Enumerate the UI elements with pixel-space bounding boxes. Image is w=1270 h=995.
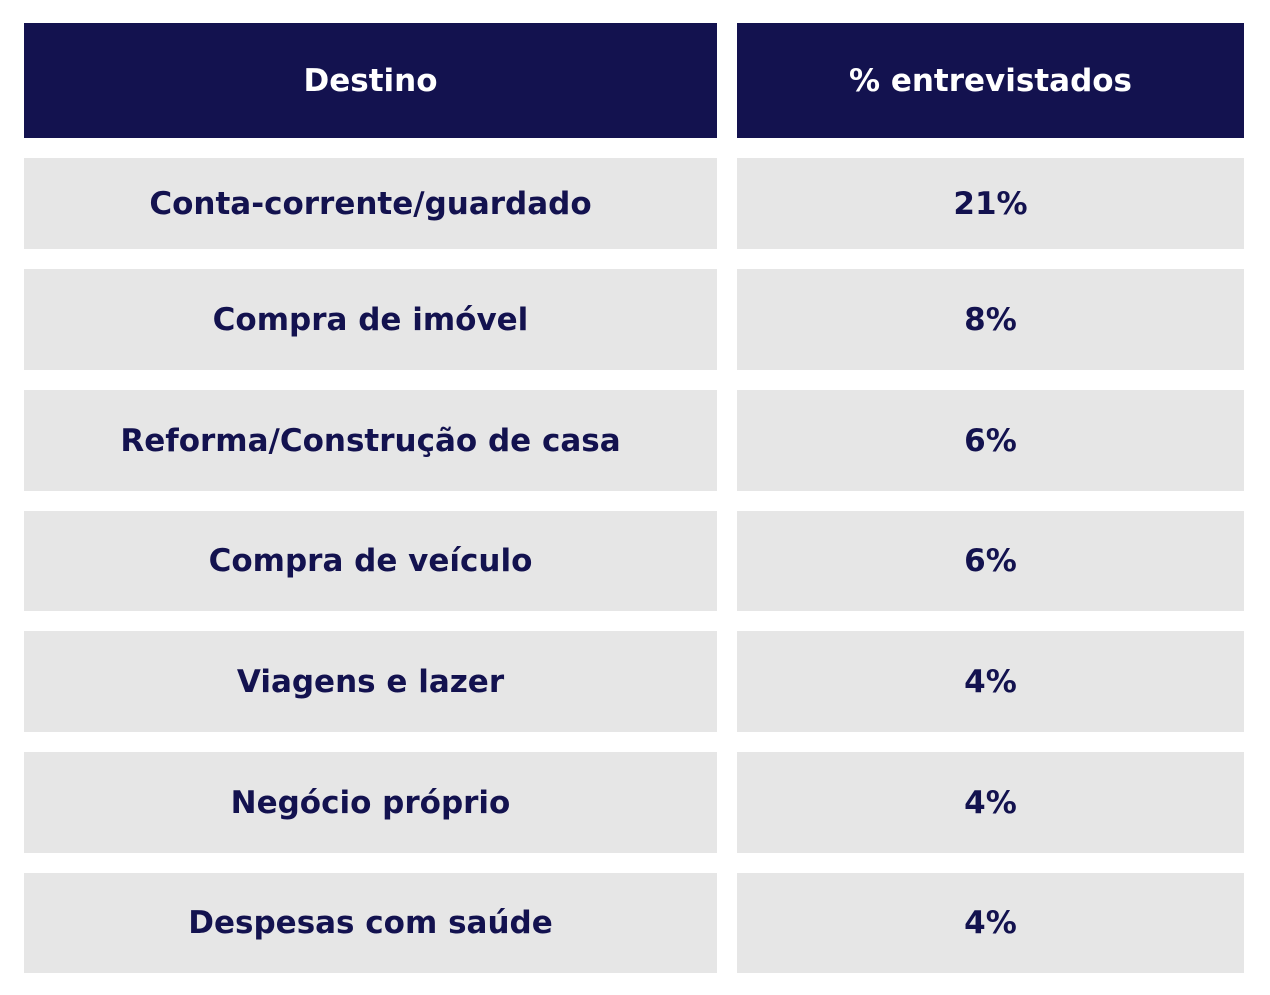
row-value-5: 4%: [737, 631, 1244, 732]
row-value-3: 6%: [737, 390, 1244, 491]
row-value-7: 4%: [737, 873, 1244, 973]
row-label-7: Despesas com saúde: [24, 873, 717, 973]
row-value-1: 21%: [737, 158, 1244, 249]
row-label-1: Conta-corrente/guardado: [24, 158, 717, 249]
row-value-6: 4%: [737, 752, 1244, 853]
row-label-3: Reforma/Construção de casa: [24, 390, 717, 491]
column-header-destino: Destino: [24, 23, 717, 138]
row-label-5: Viagens e lazer: [24, 631, 717, 732]
column-header-percent: % entrevistados: [737, 23, 1244, 138]
row-label-2: Compra de imóvel: [24, 269, 717, 370]
row-label-4: Compra de veículo: [24, 511, 717, 611]
row-value-4: 6%: [737, 511, 1244, 611]
row-label-6: Negócio próprio: [24, 752, 717, 853]
row-value-2: 8%: [737, 269, 1244, 370]
